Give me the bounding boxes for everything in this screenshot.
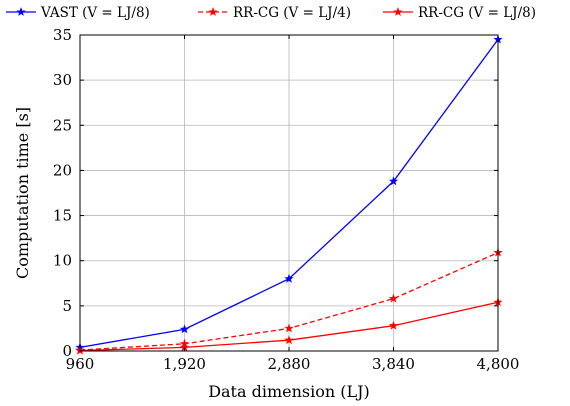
legend-item: VAST (V = LJ/8): [6, 5, 150, 21]
legend: VAST (V = LJ/8) RR-CG (V = LJ/4) RR-CG (V …: [6, 5, 536, 21]
legend-item: RR-CG (V = LJ/4): [198, 5, 351, 21]
x-tick-label: 4,800: [477, 355, 520, 373]
x-tick-label: 1,920: [163, 355, 206, 373]
y-axis-label: Computation time [s]: [13, 107, 32, 279]
legend-marker: [393, 7, 403, 16]
y-tick-label: 10: [53, 252, 72, 270]
y-tick-label: 25: [53, 116, 72, 134]
x-tick-label: 2,880: [268, 355, 311, 373]
legend-item: RR-CG (V = LJ/8): [383, 5, 536, 21]
x-tick-label: 3,840: [372, 355, 415, 373]
y-tick-label: 0: [62, 342, 72, 360]
legend-label: RR-CG (V = LJ/8): [418, 5, 536, 21]
data-point: [284, 335, 294, 345]
data-point: [388, 176, 399, 186]
y-tick-label: 20: [53, 161, 72, 179]
data-point: [284, 273, 294, 283]
y-axis-ticks: 0 5 10 15 20 25 30 35: [53, 26, 498, 360]
x-axis-ticks: 960 1,920 2,880 3,840 4,800: [66, 35, 520, 373]
y-tick-label: 5: [62, 297, 72, 315]
data-point: [284, 323, 294, 333]
x-tick-label: 960: [66, 355, 95, 373]
y-tick-label: 15: [53, 207, 72, 225]
y-tick-label: 30: [53, 71, 72, 89]
legend-marker: [16, 7, 26, 16]
data-point: [388, 320, 399, 330]
y-tick-label: 35: [53, 26, 72, 44]
x-axis-label: Data dimension (LJ): [208, 382, 370, 401]
legend-label: VAST (V = LJ/8): [40, 5, 150, 21]
data-point: [388, 293, 399, 303]
legend-label: RR-CG (V = LJ/4): [233, 5, 351, 21]
legend-marker: [208, 7, 218, 16]
gridlines: [79, 34, 499, 352]
data-point: [179, 324, 190, 334]
